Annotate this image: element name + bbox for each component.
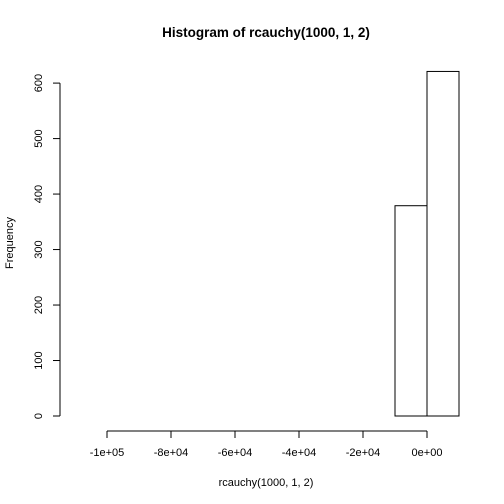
x-axis: -1e+05 -8e+04 -6e+04 -4e+04 -2e+04 0e+00 <box>90 430 443 459</box>
bars-group <box>394 70 460 417</box>
x-tick-label: -2e+04 <box>346 447 381 459</box>
y-tick-label: 400 <box>33 185 45 203</box>
y-axis-title: Frequency <box>4 217 16 269</box>
y-tick-label: 100 <box>33 351 45 369</box>
x-tick-label: 0e+00 <box>412 447 443 459</box>
y-tick-label: 0 <box>33 413 45 419</box>
x-tick-label: -8e+04 <box>154 447 189 459</box>
histogram-bar <box>394 205 428 417</box>
x-tick-label: -1e+05 <box>90 447 125 459</box>
histogram-bar <box>426 70 460 417</box>
y-tick-label: 500 <box>33 129 45 147</box>
y-tick-label: 600 <box>33 74 45 92</box>
chart-title: Histogram of rcauchy(1000, 1, 2) <box>162 25 370 40</box>
y-tick-label: 300 <box>33 240 45 258</box>
x-tick-label: -6e+04 <box>218 447 253 459</box>
x-tick-label: -4e+04 <box>282 447 317 459</box>
x-axis-title: rcauchy(1000, 1, 2) <box>219 477 314 489</box>
y-tick-label: 200 <box>33 296 45 314</box>
y-axis: 0 100 200 300 400 500 600 <box>33 74 61 419</box>
